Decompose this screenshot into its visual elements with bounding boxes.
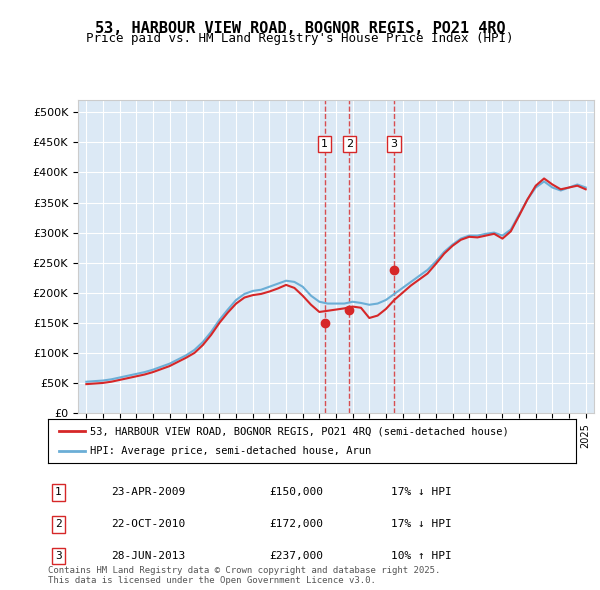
Text: 28-JUN-2013: 28-JUN-2013 [112, 551, 185, 561]
Text: 53, HARBOUR VIEW ROAD, BOGNOR REGIS, PO21 4RQ: 53, HARBOUR VIEW ROAD, BOGNOR REGIS, PO2… [95, 21, 505, 35]
Text: 53, HARBOUR VIEW ROAD, BOGNOR REGIS, PO21 4RQ (semi-detached house): 53, HARBOUR VIEW ROAD, BOGNOR REGIS, PO2… [90, 427, 509, 436]
Text: £150,000: £150,000 [270, 487, 324, 497]
Text: 2: 2 [346, 139, 353, 149]
Text: 22-OCT-2010: 22-OCT-2010 [112, 519, 185, 529]
Text: £172,000: £172,000 [270, 519, 324, 529]
Text: Price paid vs. HM Land Registry's House Price Index (HPI): Price paid vs. HM Land Registry's House … [86, 32, 514, 45]
Text: 3: 3 [391, 139, 398, 149]
Text: 3: 3 [55, 551, 62, 561]
Text: Contains HM Land Registry data © Crown copyright and database right 2025.
This d: Contains HM Land Registry data © Crown c… [48, 566, 440, 585]
Text: 10% ↑ HPI: 10% ↑ HPI [391, 551, 452, 561]
Text: 2: 2 [55, 519, 62, 529]
Text: 17% ↓ HPI: 17% ↓ HPI [391, 519, 452, 529]
Text: 1: 1 [55, 487, 62, 497]
Text: 17% ↓ HPI: 17% ↓ HPI [391, 487, 452, 497]
Text: 23-APR-2009: 23-APR-2009 [112, 487, 185, 497]
Text: HPI: Average price, semi-detached house, Arun: HPI: Average price, semi-detached house,… [90, 446, 371, 455]
Text: 1: 1 [321, 139, 328, 149]
Text: £237,000: £237,000 [270, 551, 324, 561]
